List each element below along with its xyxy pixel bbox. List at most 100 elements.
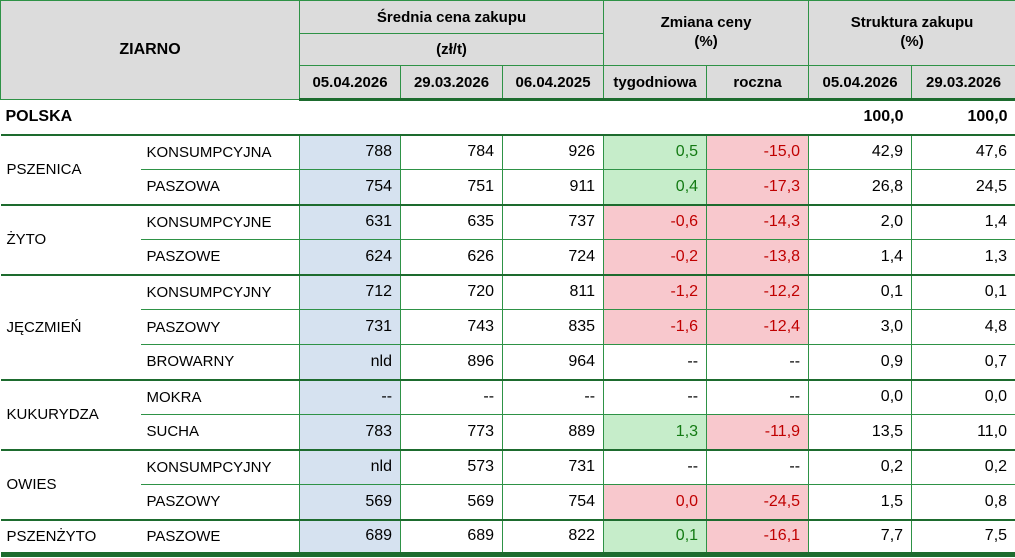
column-header-ziarno: ZIARNO	[0, 0, 301, 100]
structure-cell: 13,5	[808, 414, 913, 450]
weekly-change-cell: 0,4	[603, 169, 708, 205]
price-cell: 911	[502, 169, 605, 205]
price-change-unit: (%)	[694, 33, 718, 50]
table-row: PSZENICA KONSUMPCYJNA 788 784 926 0,5 -1…	[0, 133, 1015, 205]
table-row: JĘCZMIEŃ KONSUMPCYJNY 712 720 811 -1,2 -…	[0, 273, 1015, 380]
price-cell: 754	[299, 169, 402, 205]
structure-cell: 0,9	[808, 344, 913, 380]
structure-cell: 24,5	[911, 169, 1015, 205]
change-col-weekly: tygodniowa	[603, 65, 708, 101]
structure-cell: 0,8	[911, 484, 1015, 520]
grain-type: SUCHA	[140, 414, 301, 450]
structure-cell: 0,0	[808, 378, 913, 415]
weekly-change-cell: --	[603, 448, 708, 485]
price-date-2: 29.03.2026	[400, 65, 504, 101]
grain-type: BROWARNY	[140, 344, 301, 380]
purchase-structure-title: Struktura zakupu	[850, 14, 974, 32]
table-row: SUCHA 783 773 889 1,3 -11,9 13,5 11,0	[1, 414, 1015, 450]
grain-type: PASZOWE	[140, 239, 301, 275]
price-cell: 569	[299, 484, 402, 520]
grain-type: PASZOWA	[140, 169, 301, 205]
price-cell: 689	[400, 518, 504, 557]
structure-cell: 0,1	[911, 273, 1015, 310]
structure-cell: 4,8	[911, 309, 1015, 345]
table-row: PASZOWY 569 569 754 0,0 -24,5 1,5 0,8	[1, 484, 1015, 520]
yearly-change-cell: --	[706, 448, 810, 485]
structure-cell: 0,1	[808, 273, 913, 310]
price-cell: 724	[502, 239, 605, 275]
price-cell: 926	[502, 133, 605, 170]
table-row: PASZOWY 731 743 835 -1,6 -12,4 3,0 4,8	[1, 309, 1015, 345]
empty-cell	[400, 99, 503, 136]
yearly-change-cell: -13,8	[706, 239, 810, 275]
structure-cell: 2,0	[808, 203, 913, 240]
price-cell: 569	[400, 484, 504, 520]
price-cell: 835	[502, 309, 605, 345]
row-polska: POLSKA 100,0 100,0	[0, 99, 1015, 136]
price-cell: nld	[299, 448, 402, 485]
structure-cell: 0,2	[808, 448, 913, 485]
price-cell: 712	[299, 273, 402, 310]
structure-cell: 0,0	[911, 378, 1015, 415]
structure-cell: 100,0	[808, 99, 912, 136]
grain-type: PASZOWY	[140, 484, 301, 520]
structure-date-1: 05.04.2026	[808, 65, 913, 101]
structure-cell: 1,4	[911, 203, 1015, 240]
yearly-change-cell: -15,0	[706, 133, 810, 170]
empty-cell	[603, 99, 707, 136]
weekly-change-cell: -0,2	[603, 239, 708, 275]
table-row: BROWARNY nld 896 964 -- -- 0,9 0,7	[1, 344, 1015, 380]
price-cell: 573	[400, 448, 504, 485]
structure-cell: 1,5	[808, 484, 913, 520]
price-cell: 731	[299, 309, 402, 345]
weekly-change-cell: 0,5	[603, 133, 708, 170]
grain-type: KONSUMPCYJNY	[140, 273, 301, 310]
price-cell: 624	[299, 239, 402, 275]
price-change-title: Zmiana ceny	[660, 14, 752, 32]
price-date-3: 06.04.2025	[502, 65, 605, 101]
price-cell: 731	[502, 448, 605, 485]
weekly-change-cell: --	[603, 344, 708, 380]
table-row: PASZOWA 754 751 911 0,4 -17,3 26,8 24,5	[1, 169, 1015, 205]
grain-type: PASZOWY	[140, 309, 301, 345]
weekly-change-cell: 0,1	[603, 518, 708, 557]
column-group-price-change: Zmiana ceny (%)	[603, 0, 810, 66]
structure-cell: 47,6	[911, 133, 1015, 170]
structure-cell: 7,5	[911, 518, 1015, 557]
empty-cell	[299, 99, 401, 136]
price-cell: 720	[400, 273, 504, 310]
grain-name: ŻYTO	[0, 203, 141, 275]
weekly-change-cell: -1,6	[603, 309, 708, 345]
price-cell: 689	[299, 518, 402, 557]
weekly-change-cell: -0,6	[603, 203, 708, 240]
table-body: POLSKA 100,0 100,0 PSZENICA KONSUMPCYJNA…	[0, 99, 1015, 557]
table-header: ZIARNO Średnia cena zakupu Zmiana ceny (…	[0, 0, 1015, 101]
yearly-change-cell: --	[706, 344, 810, 380]
change-col-yearly: roczna	[706, 65, 810, 101]
weekly-change-cell: --	[603, 378, 708, 415]
yearly-change-cell: --	[706, 378, 810, 415]
grain-name: PSZENICA	[0, 133, 141, 205]
weekly-change-cell: 1,3	[603, 414, 708, 450]
grain-name: OWIES	[0, 448, 141, 520]
grain-name: KUKURYDZA	[0, 378, 141, 450]
column-group-purchase-structure: Struktura zakupu (%)	[808, 0, 1015, 66]
table-row: PASZOWE 624 626 724 -0,2 -13,8 1,4 1,3	[1, 239, 1015, 275]
column-group-avg-price-title: Średnia cena zakupu	[299, 0, 605, 34]
grain-type: KONSUMPCYJNE	[140, 203, 301, 240]
price-cell: 635	[400, 203, 504, 240]
price-cell: 964	[502, 344, 605, 380]
structure-cell: 0,2	[911, 448, 1015, 485]
yearly-change-cell: -12,4	[706, 309, 810, 345]
avg-price-unit: (zł/t)	[299, 33, 605, 66]
price-cell: 811	[502, 273, 605, 310]
table-row: PSZENŻYTO PASZOWE 689 689 822 0,1 -16,1 …	[0, 518, 1015, 557]
structure-date-2: 29.03.2026	[911, 65, 1015, 101]
yearly-change-cell: -17,3	[706, 169, 810, 205]
price-cell: --	[400, 378, 504, 415]
price-cell: 784	[400, 133, 504, 170]
grain-type: MOKRA	[140, 378, 301, 415]
price-cell: 773	[400, 414, 504, 450]
grain-type: KONSUMPCYJNY	[140, 448, 301, 485]
price-cell: --	[502, 378, 605, 415]
